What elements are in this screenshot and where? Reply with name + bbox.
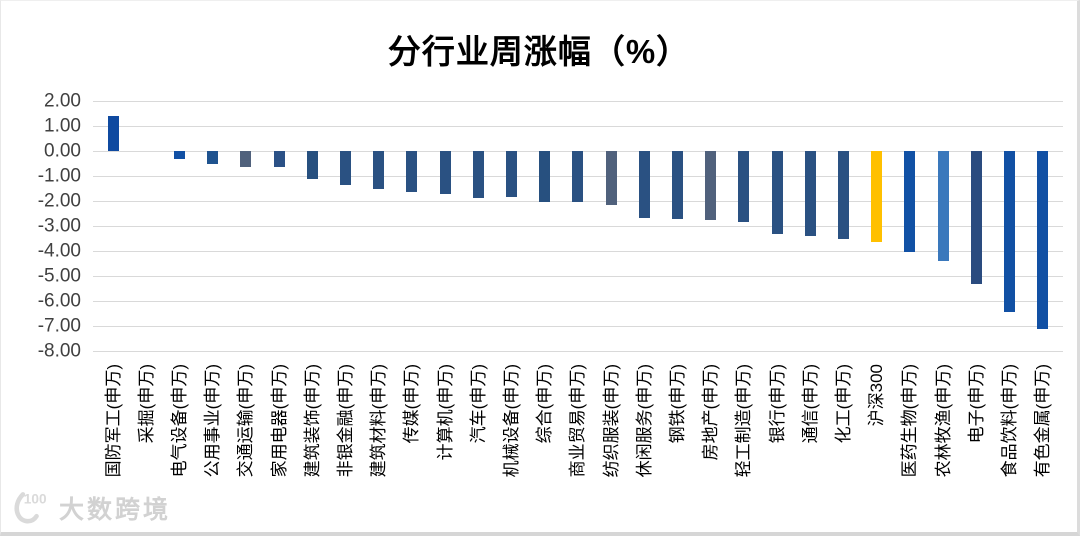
bar-传媒(申万): [406, 151, 418, 192]
bar-轻工制造(申万): [738, 151, 750, 222]
x-axis-label: 建筑装饰(申万): [302, 364, 322, 478]
y-axis-tick-label: -6.00: [37, 290, 81, 312]
y-axis-tick-label: -4.00: [37, 240, 81, 262]
bar-化工(申万): [837, 151, 849, 240]
x-axis-label: 轻工制造(申万): [734, 364, 754, 478]
x-axis-label: 医药生物(申万): [900, 364, 920, 478]
x-axis-label: 沪深300: [867, 364, 887, 427]
x-axis-label: 电气设备(申万): [169, 364, 189, 478]
gridline: [93, 301, 1063, 302]
watermark-100-logo-icon: 100: [14, 491, 47, 524]
y-axis-tick-label: -2.00: [37, 190, 81, 212]
bar-交通运输(申万): [240, 151, 252, 167]
bar-电子(申万): [970, 151, 982, 284]
watermark-text: 大数跨境: [59, 496, 172, 524]
bar-建筑装饰(申万): [306, 151, 318, 180]
bar-公用事业(申万): [207, 151, 219, 164]
bar-食品饮料(申万): [1003, 151, 1015, 312]
bar-家用电器(申万): [273, 151, 285, 167]
x-axis-label: 有色金属(申万): [1033, 364, 1053, 478]
x-axis-label: 通信(申万): [800, 364, 820, 444]
y-axis-tick-label: 2.00: [44, 90, 81, 112]
x-axis-label: 农林牧渔(申万): [933, 364, 953, 478]
y-axis-tick-label: 0.00: [44, 140, 81, 162]
y-axis-tick-label: -1.00: [37, 165, 81, 187]
x-axis-label: 建筑材料(申万): [369, 364, 389, 478]
x-axis-label: 机械设备(申万): [501, 364, 521, 478]
bar-机械设备(申万): [505, 151, 517, 197]
x-axis-label: 银行(申万): [767, 364, 787, 444]
x-axis-label: 休闲服务(申万): [634, 364, 654, 478]
bar-商业贸易(申万): [572, 151, 584, 202]
bar-沪深300: [871, 151, 883, 242]
x-axis-label: 公用事业(申万): [203, 364, 223, 478]
watermark: 100 大数跨境: [9, 488, 171, 528]
bar-建筑材料(申万): [373, 151, 385, 189]
gridline: [93, 226, 1063, 227]
bar-休闲服务(申万): [638, 151, 650, 218]
bar-非银金融(申万): [339, 151, 351, 186]
gridline: [93, 101, 1063, 102]
bar-汽车(申万): [472, 151, 484, 198]
bar-计算机(申万): [439, 151, 451, 194]
x-axis-label: 计算机(申万): [435, 364, 455, 461]
chart-title: 分行业周涨幅（%）: [387, 33, 691, 70]
x-axis-label: 非银金融(申万): [335, 364, 355, 478]
y-axis-tick-label: -8.00: [37, 340, 81, 362]
bar-银行(申万): [771, 151, 783, 234]
gridline: [93, 251, 1063, 252]
bar-通信(申万): [804, 151, 816, 236]
x-axis-label: 国防军工(申万): [103, 364, 123, 478]
y-axis-tick-label: 1.00: [44, 115, 81, 137]
bar-电气设备(申万): [173, 151, 185, 159]
y-axis-tick-label: -5.00: [37, 265, 81, 287]
bar-农林牧渔(申万): [937, 151, 949, 262]
y-axis-tick-label: -3.00: [37, 215, 81, 237]
gridline: [93, 126, 1063, 127]
svg-text:100: 100: [24, 491, 47, 506]
x-axis-label: 商业贸易(申万): [568, 364, 588, 478]
x-axis-label: 电子(申万): [966, 364, 986, 444]
x-axis-label: 交通运输(申万): [236, 364, 256, 478]
gridline: [93, 326, 1063, 327]
bar-国防军工(申万): [107, 116, 119, 151]
x-axis-label: 采掘(申万): [136, 364, 156, 444]
x-axis-label: 综合(申万): [535, 364, 555, 444]
x-axis-label: 汽车(申万): [468, 364, 488, 444]
gridline: [93, 276, 1063, 277]
bar-医药生物(申万): [904, 151, 916, 252]
x-axis-label: 化工(申万): [833, 364, 853, 444]
bar-有色金属(申万): [1037, 151, 1049, 329]
y-axis-tick-label: -7.00: [37, 315, 81, 337]
bar-房地产(申万): [705, 151, 717, 221]
bar-综合(申万): [539, 151, 551, 202]
bar-钢铁(申万): [671, 151, 683, 220]
x-axis-label: 钢铁(申万): [667, 364, 687, 444]
gridline: [93, 351, 1063, 352]
x-axis-label: 传媒(申万): [402, 364, 422, 444]
x-axis-label: 家用电器(申万): [269, 364, 289, 478]
x-axis-label: 食品饮料(申万): [999, 364, 1019, 478]
x-axis-label: 房地产(申万): [701, 364, 721, 461]
bar-纺织服装(申万): [605, 151, 617, 205]
x-axis-label: 纺织服装(申万): [601, 364, 621, 478]
